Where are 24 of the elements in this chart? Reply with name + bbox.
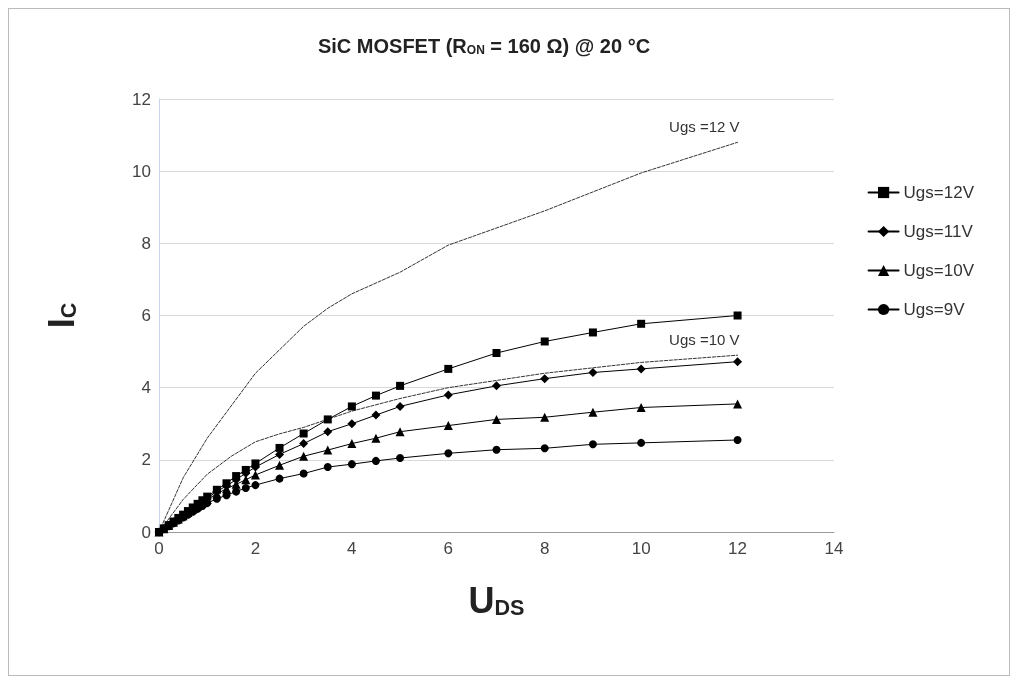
- y-tick-label: 6: [141, 306, 151, 325]
- legend-label: Ugs=12V: [903, 183, 975, 202]
- y-axis-title: IC: [40, 302, 82, 329]
- annotation: Ugs =10 V: [669, 331, 740, 349]
- x-tick-label: 10: [631, 539, 651, 558]
- y-tick-label: 2: [141, 450, 151, 470]
- x-axis-title: UDS: [468, 579, 525, 621]
- y-tick-label: 4: [141, 378, 151, 398]
- x-tick-label: 12: [728, 539, 748, 558]
- annotation: Ugs =12 V: [669, 118, 740, 136]
- y-tick-label: 10: [132, 161, 151, 181]
- chart-title: SiC MOSFET (RON = 160 Ω) @ 20 °C: [317, 35, 651, 57]
- y-tick-label: 0: [141, 522, 151, 542]
- x-tick-label: 8: [539, 539, 550, 558]
- y-tick-label: 12: [132, 89, 151, 109]
- legend-label: Ugs=10V: [903, 261, 975, 280]
- legend-label: Ugs=9V: [903, 300, 966, 319]
- x-tick-label: 14: [824, 539, 844, 558]
- x-tick-label: 4: [347, 539, 357, 558]
- x-tick-label: 0: [154, 539, 164, 558]
- y-tick-label: 8: [141, 233, 151, 253]
- x-tick-label: 2: [250, 539, 261, 558]
- legend-label: Ugs=11V: [903, 222, 974, 241]
- x-tick-label: 6: [443, 539, 454, 558]
